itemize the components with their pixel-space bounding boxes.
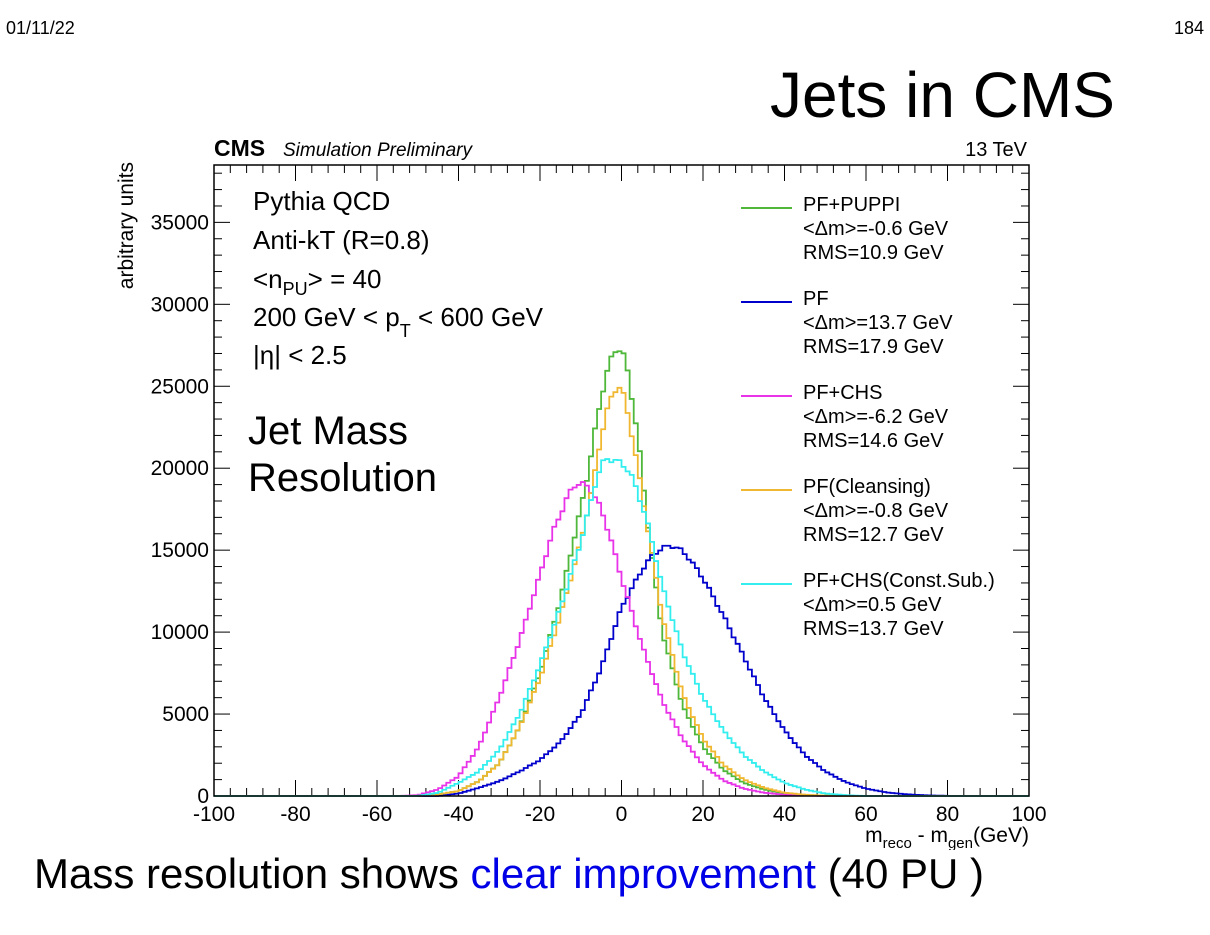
slide-title: Jets in CMS	[770, 59, 1115, 131]
mass-resolution-chart: CMS Simulation Preliminary 13 TeV arbitr…	[115, 135, 1047, 850]
x-axis-label: mreco - mgen(GeV)	[865, 824, 1029, 850]
y-axis-label: arbitrary units	[115, 162, 138, 289]
caption-text-before: Mass resolution shows	[34, 850, 471, 897]
caption-highlight: clear improvement	[470, 850, 816, 897]
x-axis-label-unit: (GeV)	[973, 824, 1029, 847]
annotation-pt-a: 200 GeV < p	[253, 302, 400, 332]
x-tick-label: -60	[362, 803, 392, 826]
x-tick-label: 100	[1011, 803, 1046, 826]
x-tick-label: 40	[773, 803, 796, 826]
legend-mean-pf-chs: <Δm>=-6.2 GeV	[803, 406, 949, 428]
annotation-pt-b: < 600 GeV	[411, 302, 544, 332]
annotation-algorithm: Anti-kT (R=0.8)	[253, 225, 430, 255]
y-tick-label: 25000	[151, 375, 209, 398]
caption-text-after: (40 PU )	[815, 850, 985, 897]
legend-name-pf: PF	[803, 288, 829, 310]
x-tick-label: 60	[854, 803, 877, 826]
x-axis-label-m2: - m	[912, 824, 948, 847]
legend-rms-pf-chs-const-sub: RMS=13.7 GeV	[803, 618, 944, 640]
x-tick-label: 80	[936, 803, 959, 826]
slide-date: 01/11/22	[6, 18, 75, 38]
legend-name-pf-puppi: PF+PUPPI	[803, 194, 900, 216]
y-tick-label: 10000	[151, 621, 209, 644]
annotation-npu-b: > = 40	[308, 264, 382, 294]
x-tick-label: -100	[193, 803, 235, 826]
legend-rms-pf-chs: RMS=14.6 GeV	[803, 430, 944, 452]
y-tick-label: 35000	[151, 211, 209, 234]
x-tick-label: 0	[616, 803, 628, 826]
x-tick-label: -40	[443, 803, 473, 826]
chart-header-simulation: Simulation Preliminary	[283, 140, 474, 161]
y-tick-label: 15000	[151, 539, 209, 562]
legend-mean-pf-puppi: <Δm>=-0.6 GeV	[803, 218, 949, 240]
legend-mean-pf-chs-const-sub: <Δm>=0.5 GeV	[803, 594, 942, 616]
annotation-npu-a: <n	[253, 264, 283, 294]
x-axis-label-m1: m	[865, 824, 883, 847]
axis-ticks	[213, 165, 1030, 797]
legend-mean-pf: <Δm>=13.7 GeV	[803, 312, 953, 334]
x-tick-labels: -100 -80 -60 -40 -20 0 20 40 60 80 100	[193, 803, 1047, 826]
annotation-npu: <nPU> = 40	[253, 264, 381, 299]
legend-rms-pf-cleansing: RMS=12.7 GeV	[803, 524, 944, 546]
x-tick-label: 20	[691, 803, 714, 826]
annotation-big-2: Resolution	[248, 456, 437, 500]
bottom-caption: Mass resolution shows clear improvement …	[34, 850, 984, 898]
legend-rms-pf: RMS=17.9 GeV	[803, 336, 944, 358]
plot-frame	[213, 164, 1030, 797]
slide-page-number: 184	[1173, 18, 1204, 38]
legend-rms-pf-puppi: RMS=10.9 GeV	[803, 242, 944, 264]
x-axis-label-sub2: gen	[948, 835, 973, 850]
legend-name-pf-chs: PF+CHS	[803, 382, 882, 404]
annotation-npu-sub: PU	[283, 279, 308, 299]
legend-name-pf-cleansing: PF(Cleansing)	[803, 476, 931, 498]
y-tick-label: 30000	[151, 293, 209, 316]
y-tick-labels: 0 5000 10000 15000 20000 25000 30000 35000	[151, 211, 209, 808]
x-axis-label-sub1: reco	[883, 835, 912, 850]
x-tick-label: -20	[525, 803, 555, 826]
y-tick-label: 5000	[162, 703, 209, 726]
annotation-eta: |η| < 2.5	[253, 340, 347, 370]
chart-header-cms: CMS	[214, 135, 265, 161]
y-tick-label: 20000	[151, 457, 209, 480]
chart-header-energy: 13 TeV	[965, 139, 1028, 161]
legend-name-pf-chs-const-sub: PF+CHS(Const.Sub.)	[803, 570, 995, 592]
annotation-pt-sub: T	[400, 321, 411, 341]
annotation-generator: Pythia QCD	[253, 186, 390, 216]
annotation-block: Pythia QCD Anti-kT (R=0.8) <nPU> = 40 20…	[248, 186, 544, 500]
annotation-pt: 200 GeV < pT < 600 GeV	[253, 302, 544, 341]
x-tick-label: -80	[280, 803, 310, 826]
y-tick-label: 0	[197, 785, 209, 808]
annotation-big-1: Jet Mass	[248, 409, 408, 453]
legend-mean-pf-cleansing: <Δm>=-0.8 GeV	[803, 500, 949, 522]
